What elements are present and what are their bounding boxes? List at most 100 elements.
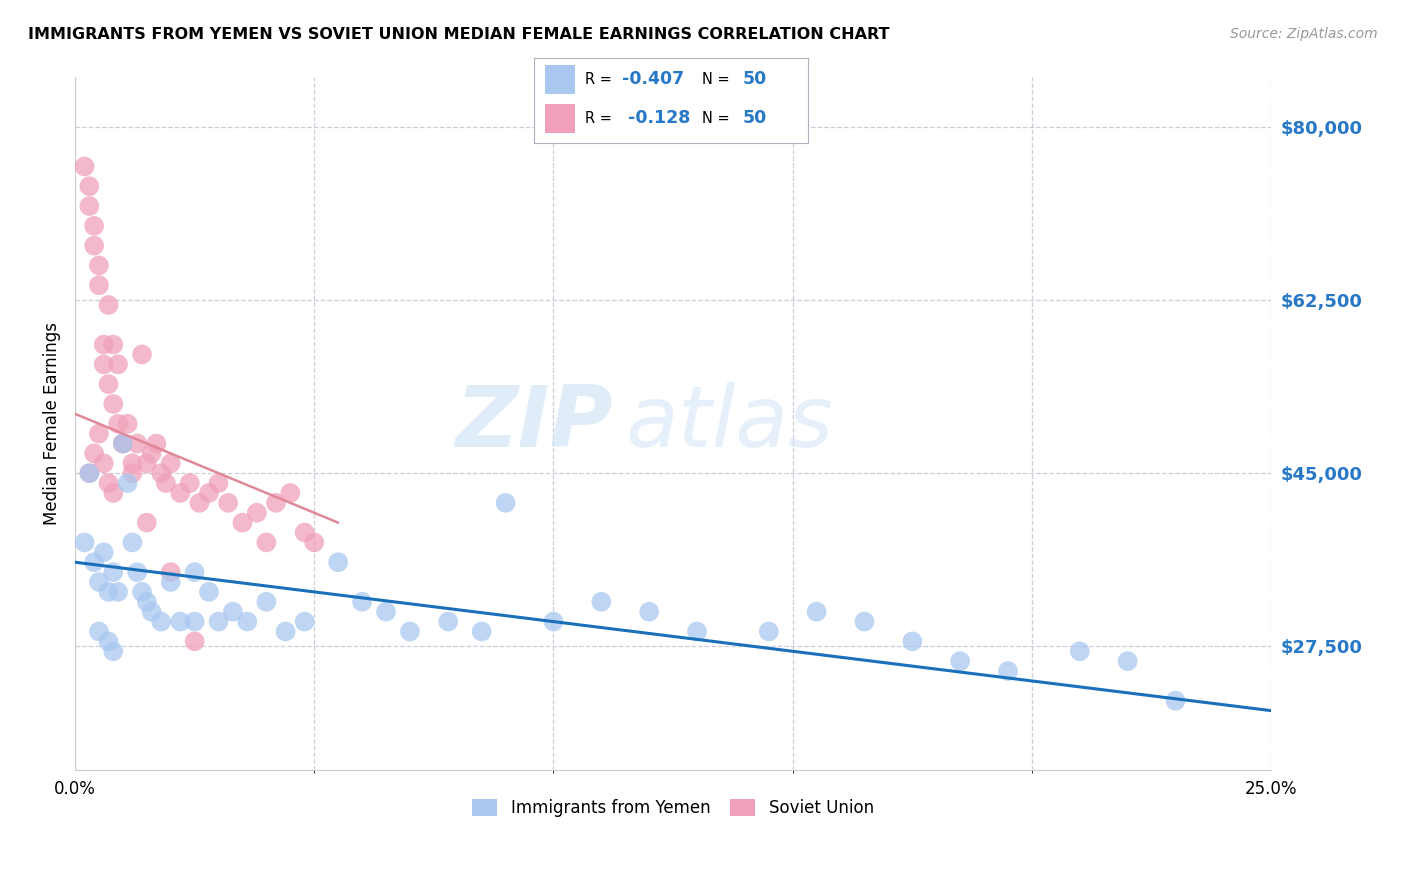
Immigrants from Yemen [159,574,181,589]
Immigrants from Yemen [236,615,259,629]
Soviet Union [145,436,167,450]
Soviet Union [135,456,157,470]
Immigrants from Yemen [97,585,120,599]
Soviet Union [131,347,153,361]
Soviet Union [79,199,101,213]
Soviet Union [127,436,149,450]
Soviet Union [97,377,120,392]
Y-axis label: Median Female Earnings: Median Female Earnings [44,322,60,525]
Soviet Union [169,486,191,500]
Immigrants from Yemen [254,595,277,609]
Immigrants from Yemen [758,624,780,639]
Immigrants from Yemen [150,615,173,629]
Soviet Union [73,160,96,174]
Soviet Union [87,426,110,441]
Soviet Union [302,535,325,549]
Soviet Union [188,496,211,510]
Immigrants from Yemen [375,605,398,619]
Soviet Union [111,436,134,450]
Text: 50: 50 [742,109,766,128]
Immigrants from Yemen [949,654,972,668]
Soviet Union [93,456,115,470]
Text: 50: 50 [742,70,766,88]
Immigrants from Yemen [1164,694,1187,708]
Immigrants from Yemen [591,595,613,609]
Text: Source: ZipAtlas.com: Source: ZipAtlas.com [1230,27,1378,41]
Immigrants from Yemen [117,476,139,491]
Soviet Union [207,476,229,491]
Immigrants from Yemen [328,555,350,569]
Immigrants from Yemen [471,624,494,639]
Soviet Union [264,496,287,510]
Soviet Union [79,466,101,480]
Soviet Union [103,486,125,500]
Text: atlas: atlas [626,382,834,466]
Soviet Union [107,357,129,371]
Immigrants from Yemen [87,624,110,639]
Immigrants from Yemen [638,605,661,619]
Soviet Union [159,565,181,579]
Soviet Union [79,179,101,194]
Soviet Union [83,446,105,460]
Soviet Union [278,486,301,500]
Immigrants from Yemen [1116,654,1139,668]
Immigrants from Yemen [901,634,924,648]
Soviet Union [93,357,115,371]
Immigrants from Yemen [1069,644,1091,658]
Immigrants from Yemen [103,565,125,579]
Immigrants from Yemen [294,615,316,629]
Immigrants from Yemen [274,624,297,639]
Soviet Union [254,535,277,549]
Immigrants from Yemen [169,615,191,629]
Text: -0.128: -0.128 [621,109,690,128]
Soviet Union [155,476,177,491]
Soviet Union [231,516,253,530]
Soviet Union [93,337,115,351]
Soviet Union [107,417,129,431]
Immigrants from Yemen [352,595,374,609]
Text: -0.407: -0.407 [621,70,685,88]
Soviet Union [103,337,125,351]
Immigrants from Yemen [183,615,205,629]
Soviet Union [87,259,110,273]
Immigrants from Yemen [83,555,105,569]
Soviet Union [111,436,134,450]
Immigrants from Yemen [79,466,101,480]
Soviet Union [117,417,139,431]
Text: N =: N = [702,71,734,87]
Immigrants from Yemen [131,585,153,599]
Soviet Union [121,456,143,470]
Immigrants from Yemen [399,624,422,639]
Soviet Union [87,278,110,293]
Soviet Union [198,486,221,500]
Soviet Union [141,446,163,460]
Soviet Union [294,525,316,540]
Text: R =: R = [585,111,616,126]
Immigrants from Yemen [853,615,876,629]
Text: ZIP: ZIP [456,382,613,466]
Immigrants from Yemen [198,585,221,599]
Soviet Union [150,466,173,480]
Soviet Union [97,476,120,491]
Soviet Union [103,397,125,411]
Soviet Union [179,476,201,491]
Immigrants from Yemen [127,565,149,579]
Soviet Union [159,456,181,470]
Immigrants from Yemen [543,615,565,629]
Soviet Union [217,496,239,510]
Immigrants from Yemen [141,605,163,619]
Text: N =: N = [702,111,734,126]
Soviet Union [83,238,105,252]
Soviet Union [83,219,105,233]
Soviet Union [97,298,120,312]
Immigrants from Yemen [806,605,828,619]
Bar [546,65,575,94]
Immigrants from Yemen [97,634,120,648]
Immigrants from Yemen [222,605,245,619]
Soviet Union [121,466,143,480]
Immigrants from Yemen [111,436,134,450]
Immigrants from Yemen [686,624,709,639]
Immigrants from Yemen [107,585,129,599]
Immigrants from Yemen [93,545,115,559]
Soviet Union [135,516,157,530]
